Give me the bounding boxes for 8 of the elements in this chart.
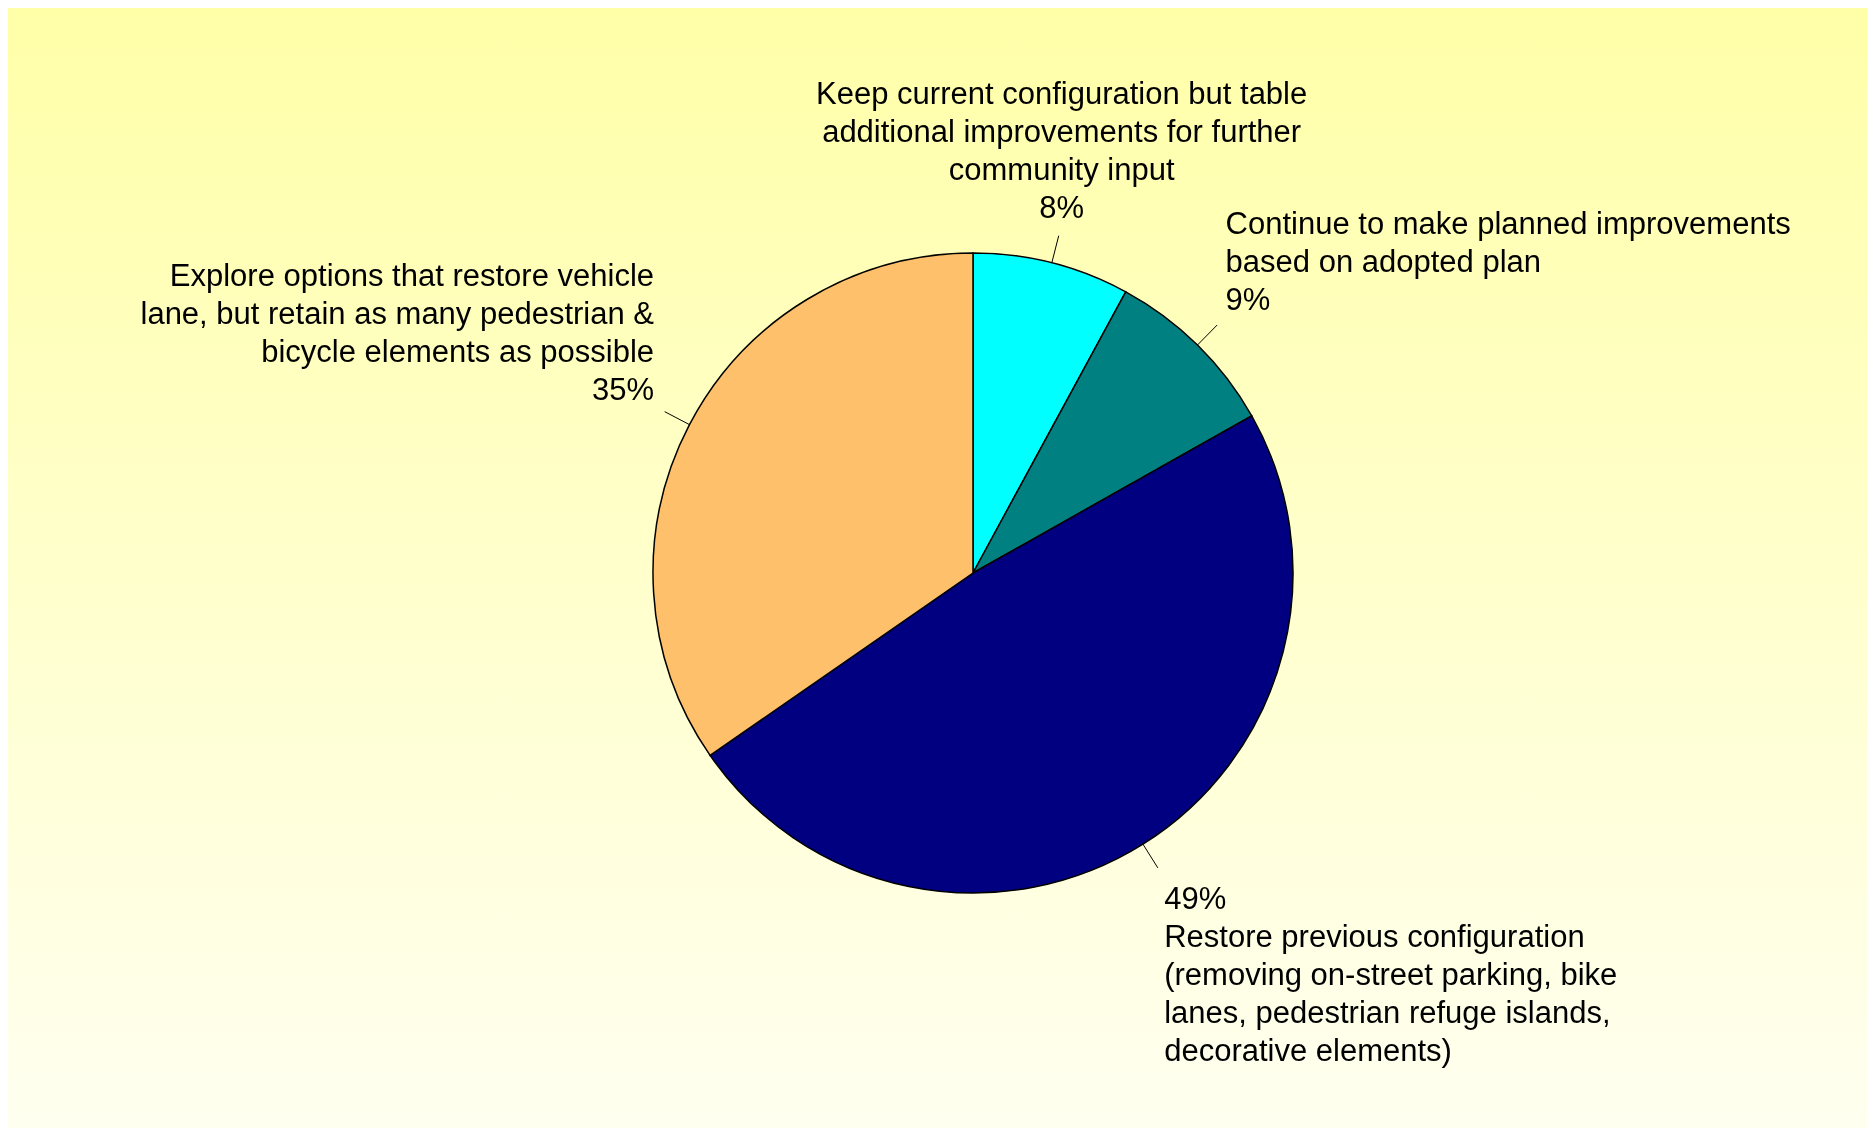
slice-label: Keep current configuration but table additional improvements for further community input — [816, 76, 1308, 188]
slice-label: Explore options that restore vehicle lane, but retain as many pedestrian & bicycle elements as possible — [140, 258, 655, 370]
data-label: 8% — [1039, 190, 1085, 226]
slice-label: Continue to make planned improvements based on adopted plan — [1225, 206, 1791, 280]
data-label: 49% — [1164, 881, 1227, 917]
data-label: 35% — [591, 372, 655, 408]
slice-label: Restore previous configuration (removing on-street parking, bike lanes, pedestrian refuge islands, decorative elements) — [1164, 919, 1618, 1069]
data-label: 9% — [1225, 282, 1271, 318]
